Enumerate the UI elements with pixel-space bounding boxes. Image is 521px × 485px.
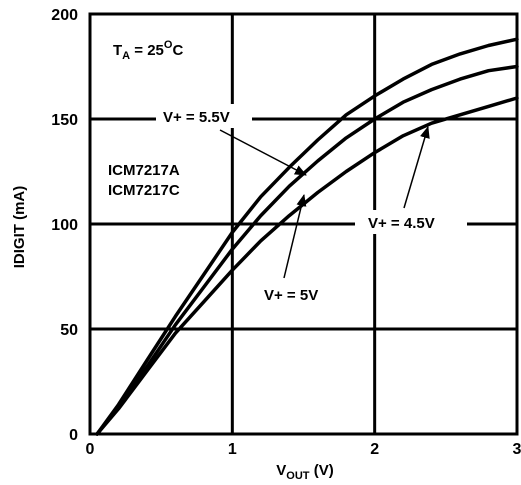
label-5v-text: V+ = 5V: [264, 287, 318, 304]
x-tick-labels: 0 1 2 3: [86, 441, 521, 458]
series-line-0: [95, 37, 519, 436]
label-5v: V+ = 5V: [258, 282, 342, 306]
part-number-a: ICM7217A: [108, 162, 180, 179]
x-axis-title-unit: (V): [310, 462, 334, 479]
y-tick-label-150: 150: [51, 112, 78, 129]
label-5v-bg: [258, 282, 342, 306]
y-axis-title: IDIGIT (mA): [11, 186, 28, 269]
y-tick-labels: 0 50 100 150 200: [51, 7, 78, 444]
temp-main: T: [113, 42, 122, 59]
arrow-5v5: [219, 129, 307, 176]
temp-sub: A: [122, 50, 130, 62]
temp-sup: O: [164, 39, 173, 51]
y-tick-label-200: 200: [51, 7, 78, 24]
x-tick-label-1: 1: [228, 441, 237, 458]
temp-rest: = 25: [130, 42, 164, 59]
y-tick-label-100: 100: [51, 217, 78, 234]
x-axis-title-main: V: [276, 462, 286, 479]
arrow-5v: [283, 194, 307, 279]
label-4v5-bg: [355, 210, 467, 234]
y-tick-label-50: 50: [60, 322, 78, 339]
label-4v5: V+ = 4.5V: [355, 210, 467, 234]
x-tick-label-0: 0: [86, 441, 95, 458]
temperature-annotation: TA = 25OC: [113, 39, 183, 62]
part-number-c: ICM7217C: [108, 182, 180, 199]
series-layer: [95, 37, 519, 436]
plot-frame: [88, 12, 519, 436]
x-tick-label-3: 3: [513, 441, 521, 458]
x-axis-title: VOUT (V): [276, 462, 333, 482]
label-5v5: V+ = 5.5V: [156, 104, 252, 128]
arrow-4v5: [403, 126, 430, 209]
label-5v5-bg: [156, 104, 252, 128]
temp-tail: C: [172, 42, 183, 59]
y-tick-label-0: 0: [69, 427, 78, 444]
x-axis-title-sub: OUT: [286, 470, 310, 482]
x-tick-label-2: 2: [370, 441, 379, 458]
label-4v5-text: V+ = 4.5V: [368, 215, 435, 232]
label-5v5-text: V+ = 5.5V: [163, 109, 230, 126]
